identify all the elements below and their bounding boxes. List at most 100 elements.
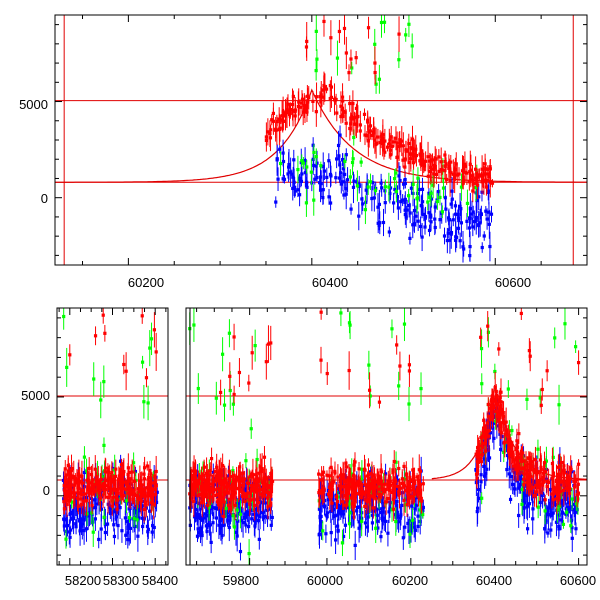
bottom-red-data-point [418,482,423,487]
top-red-data-point [383,150,387,154]
bottom-red-data-point [232,473,236,477]
bottom-blue-data-point [568,505,573,509]
bottom-green-data-point [340,541,345,545]
top-red-data-point [477,173,481,177]
bottom-red-data-point [214,478,218,482]
top-red-data-point [293,108,298,112]
top-red-data-point [453,175,457,179]
bottom-blue-data-point [112,534,117,539]
bottom-blue-data-point [120,529,124,533]
top-green-data-point [394,189,398,194]
bottom-green-data-point [253,344,257,348]
top-blue-data-point [292,180,296,184]
bottom-green-data-point [574,345,578,349]
top-blue-data-point [344,192,348,196]
bottom-blue-data-point [381,510,385,514]
bottom-red-data-point [325,371,329,376]
top-blue-data-point [276,177,280,181]
bottom-red-data-point [253,503,257,507]
bottom-blue-data-point [403,525,407,529]
top-blue-data-point [377,223,381,228]
bottom-blue-data-point [137,509,141,513]
bottom-red-data-point [479,444,483,448]
bottom-red-data-point [70,490,74,495]
bottom-blue-data-point [196,527,200,531]
bottom-red-data-point [346,489,350,494]
bottom-red-data-point [529,487,533,491]
bottom-red-data-point [366,472,371,477]
top-red-data-point [465,171,469,175]
bottom-blue-data-point [317,533,321,537]
top-blue-data-point [487,222,491,226]
top-blue-data-point [322,169,327,173]
bottom-blue-data-point [339,507,343,511]
bottom-red-data-point [216,492,221,496]
bottom-blue-data-point [111,508,116,512]
bottom-red-data-point [84,499,89,503]
bottom-blue-data-point [127,538,131,542]
bottom-red-data-point [515,439,519,443]
bottom-red-data-point [99,477,103,482]
top-green-data-point [428,195,432,199]
bottom-blue-data-point [564,512,568,516]
bottom-red-data-point [485,421,489,425]
bottom-blue-data-point [192,515,197,519]
bottom-green-data-point [235,508,239,512]
top-blue-data-point [321,196,325,200]
bottom-green-data-point [82,455,87,459]
top-red-data-point [281,110,285,114]
top-red-data-point [448,179,452,183]
top-blue-data-point [291,186,295,191]
top-blue-data-point [334,176,338,180]
bottom-green-data-point [127,516,132,520]
top-blue-data-point [376,205,380,209]
bottom-blue-data-point [81,508,85,512]
bottom-red-data-point [269,501,273,505]
top-red-data-point [349,57,353,61]
bottom-red-data-point [408,475,412,479]
bottom-red-data-point [65,473,69,477]
bottom-blue-data-point [95,502,99,506]
bottom-red-data-point [232,392,236,397]
bottom-blue-data-point [194,515,198,519]
bottom-red-data-point [329,465,333,469]
bottom-red-data-point [233,491,237,495]
bottom-red-data-point [143,491,147,495]
top-blue-data-point [458,239,462,243]
top-red-data-point [271,111,276,116]
bottom-blue-data-point [152,499,156,503]
bottom-blue-data-point [134,508,138,512]
bottom-green-data-point [135,518,139,522]
top-red-data-point [356,114,360,119]
bottom-blue-data-point [84,527,89,531]
bottom-red-data-point [236,477,241,481]
top-red-data-point [298,105,302,109]
bottom-red-data-point [377,400,382,404]
bottom-red-data-point [249,488,254,492]
bottom-blue-data-point [479,480,483,484]
bottom-blue-data-point [226,518,230,522]
top-red-data-point [329,95,334,99]
bottom-red-data-point [209,456,214,461]
bottom-blue-data-point [234,530,238,534]
bottom-red-data-point [484,449,488,453]
top-blue-data-point [486,190,490,195]
top-red-data-point [302,103,306,108]
top-blue-data-point [480,245,484,250]
bottom-blue-data-point [202,516,206,520]
top-red-data-point [422,161,426,165]
bottom-blue-data-point [489,421,493,425]
bottom-red-data-point [474,452,478,456]
bottom-red-data-point [363,504,367,509]
top-blue-data-point [447,218,451,222]
top-red-data-point [349,122,353,126]
bottom-red-data-point [534,490,539,494]
bottom-red-data-point [550,492,554,496]
bottom-red-data-point [357,467,361,471]
top-blue-data-point [328,201,333,205]
bottom-blue-data-point [476,487,481,492]
bottom-red-data-point [142,472,146,476]
bottom-red-data-point [215,487,219,491]
bottom-blue-data-point [492,421,496,425]
bottom-red-data-point [416,492,421,496]
